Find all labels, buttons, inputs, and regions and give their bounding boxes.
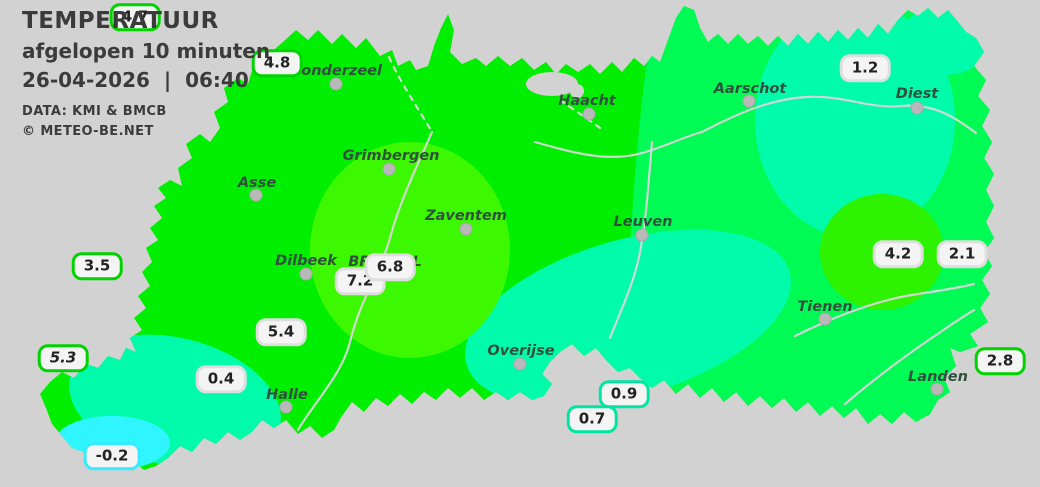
temp-badge-6-8: 6.8: [364, 253, 416, 281]
city-dot-tienen: [818, 312, 832, 326]
city-label-asse: Asse: [237, 175, 277, 191]
temp-badge--0-2: -0.2: [83, 442, 141, 470]
railway-dashed-north: [387, 55, 434, 134]
city-label-haacht: Haacht: [558, 93, 616, 109]
city-label-aarschot: Aarschot: [713, 81, 787, 97]
railway-dashed-vilvoorde: [558, 98, 602, 130]
city-dot-dilbeek: [299, 267, 313, 281]
temp-badge-1-2: 1.2: [839, 54, 891, 82]
city-dot-londerzeel: [329, 77, 343, 91]
temp-badge-5-4: 5.4: [255, 318, 307, 346]
city-dot-landen: [930, 382, 944, 396]
temp-badge-4-8: 4.8: [251, 49, 303, 77]
city-label-zaventem: Zaventem: [425, 208, 507, 224]
city-cutout-mechelen-area: [526, 72, 584, 98]
city-label-leuven: Leuven: [613, 214, 673, 230]
city-dot-leuven: [635, 228, 649, 242]
city-dot-halle: [279, 400, 293, 414]
temp-region-mint-southcentral: [465, 229, 791, 407]
city-label-landen: Landen: [908, 369, 968, 385]
city-label-londerzeel: Londerzeel: [292, 63, 382, 79]
city-dot-haacht: [582, 107, 596, 121]
city-dot-overijse: [513, 357, 527, 371]
city-dot-asse: [249, 188, 263, 202]
temp-region-warm-brussels: [310, 142, 510, 358]
temp-badge-2-8: 2.8: [974, 347, 1026, 375]
city-dot-grimbergen: [382, 162, 396, 176]
temp-badge-2-1: 2.1: [936, 240, 988, 268]
temp-badge-0-4: 0.4: [195, 365, 247, 393]
temp-badge-3-5: 3.5: [71, 252, 123, 280]
temp-badge-4-7: 4.7: [109, 3, 161, 31]
city-label-grimbergen: Grimbergen: [342, 148, 440, 164]
river-dijle: [608, 140, 654, 340]
river-gete-south: [843, 308, 976, 406]
city-label-tienen: Tienen: [797, 299, 853, 315]
city-dot-aarschot: [742, 94, 756, 108]
temp-badge-0-9: 0.9: [598, 380, 650, 408]
city-dot-diest: [910, 101, 924, 115]
temp-badge-5-3: 5.3: [37, 344, 89, 372]
city-label-dilbeek: Dilbeek: [275, 253, 337, 269]
city-label-overijse: Overijse: [487, 343, 555, 359]
city-label-diest: Diest: [895, 86, 939, 102]
city-label-halle: Halle: [266, 387, 308, 403]
city-dot-zaventem: [459, 222, 473, 236]
river-demer: [533, 95, 978, 158]
temp-badge-4-2: 4.2: [872, 240, 924, 268]
temp-region-mint-northeast: [755, 6, 955, 238]
temp-badge-0-7: 0.7: [566, 405, 618, 433]
